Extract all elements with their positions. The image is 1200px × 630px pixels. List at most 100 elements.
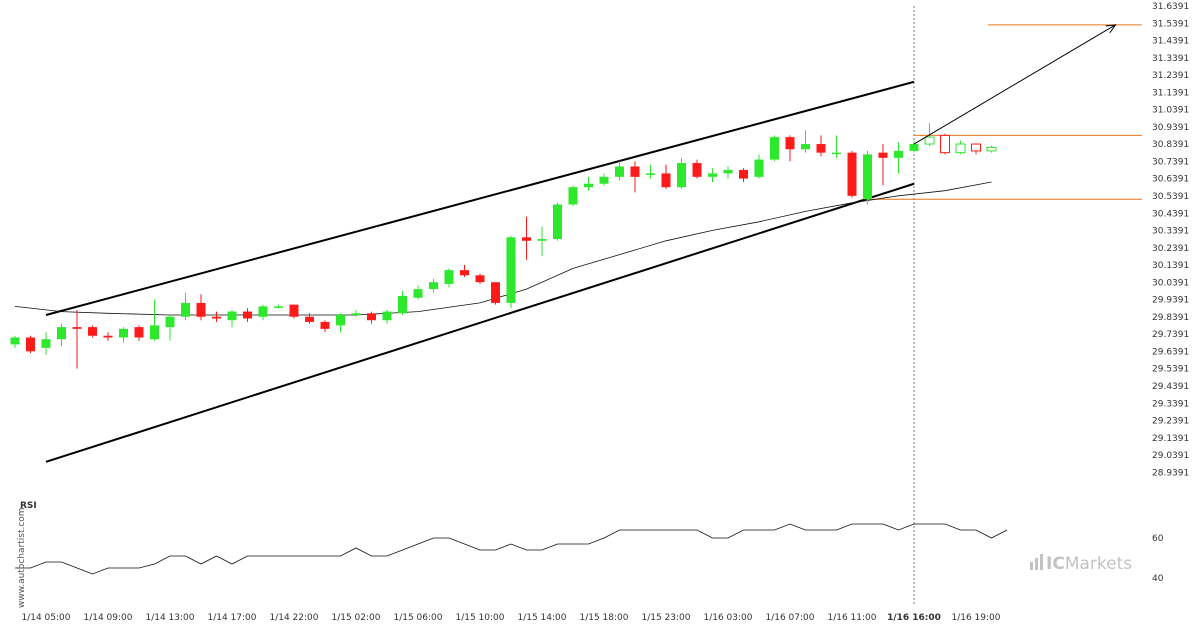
- candle-body: [801, 144, 810, 150]
- candle-body: [258, 306, 268, 317]
- candle-body: [429, 282, 438, 290]
- candle-body: [723, 169, 733, 174]
- candle: [491, 282, 500, 305]
- candle-body: [553, 204, 562, 240]
- candle-body: [367, 313, 376, 321]
- candle: [955, 140, 966, 155]
- candle: [72, 309, 82, 369]
- candle-body: [444, 270, 454, 284]
- rsi-tick-label: 40: [1152, 574, 1164, 584]
- candle: [26, 335, 35, 354]
- price-tick-label: 29.8391: [1152, 313, 1189, 323]
- price-tick-label: 29.7391: [1152, 330, 1189, 340]
- price-tick-label: 29.2391: [1152, 417, 1189, 427]
- time-tick-label: 1/15 18:00: [579, 613, 628, 623]
- candle-body: [739, 169, 748, 179]
- candle-body: [150, 325, 159, 340]
- price-tick-label: 30.2391: [1152, 244, 1189, 254]
- candle: [646, 164, 655, 179]
- candle: [305, 313, 314, 324]
- candle: [971, 143, 981, 155]
- candle: [878, 144, 888, 186]
- candle: [134, 325, 144, 341]
- price-tick-label: 28.9391: [1152, 468, 1189, 478]
- candle-body: [26, 337, 35, 352]
- candle-body: [878, 152, 888, 158]
- time-tick-label: 1/15 02:00: [331, 613, 380, 623]
- candle: [506, 235, 516, 309]
- candle-body: [181, 302, 190, 317]
- candle: [258, 304, 268, 321]
- candle: [429, 278, 438, 293]
- key-levels: [867, 24, 1142, 200]
- candle: [413, 285, 423, 300]
- candle-body: [615, 166, 624, 177]
- time-tick-label: 1/16 19:00: [951, 613, 1000, 623]
- candle-body: [103, 335, 113, 338]
- brand-markets: Markets: [1065, 554, 1132, 574]
- price-tick-label: 29.9391: [1152, 296, 1189, 306]
- candle: [475, 273, 485, 284]
- candle: [770, 135, 779, 162]
- candle: [336, 313, 345, 333]
- candle: [444, 268, 454, 288]
- candle: [382, 309, 392, 324]
- candle: [986, 145, 997, 153]
- price-tick-label: 29.1391: [1152, 434, 1189, 444]
- price-tick-label: 30.7391: [1152, 157, 1189, 167]
- candle: [57, 323, 66, 347]
- candle-body: [506, 237, 516, 303]
- candle: [847, 150, 857, 198]
- price-tick-label: 29.3391: [1152, 399, 1189, 409]
- candle-body: [57, 327, 66, 340]
- candle: [10, 335, 20, 348]
- price-tick-label: 30.6391: [1152, 175, 1189, 185]
- candle-body: [986, 146, 997, 152]
- channel-upper-line: [45, 80, 915, 316]
- trend-channel: [45, 80, 915, 463]
- candle-body: [289, 304, 299, 317]
- candle-body: [894, 150, 903, 158]
- candle-body: [398, 296, 407, 314]
- forecast-arrow: [913, 24, 1117, 145]
- candle-body: [816, 144, 826, 153]
- candle-body: [382, 311, 392, 321]
- candle-body: [584, 183, 593, 188]
- candle: [615, 161, 624, 181]
- candle: [785, 135, 795, 162]
- price-tick-label: 30.5391: [1152, 192, 1189, 202]
- candle-body: [134, 327, 144, 338]
- candle: [196, 294, 206, 321]
- candle-body: [909, 144, 919, 151]
- candle: [351, 309, 361, 317]
- candle: [832, 135, 841, 158]
- time-tick-label: 1/14 09:00: [83, 613, 132, 623]
- rsi-line: [15, 523, 1008, 575]
- candle-body: [119, 328, 128, 338]
- candle-body: [863, 154, 872, 200]
- price-tick-label: 30.0391: [1152, 278, 1189, 288]
- candle: [119, 327, 128, 343]
- candle-body: [88, 327, 97, 336]
- candle: [863, 150, 872, 205]
- time-tick-label: 1/14 13:00: [145, 613, 194, 623]
- candle-body: [522, 237, 531, 241]
- candle: [940, 133, 950, 155]
- time-tick-label: 1/15 23:00: [641, 613, 690, 623]
- price-tick-label: 30.3391: [1152, 227, 1189, 237]
- candle-body: [212, 316, 221, 319]
- candle-body: [754, 159, 764, 177]
- candle-body: [661, 173, 671, 188]
- price-tick-label: 30.9391: [1152, 123, 1189, 133]
- forecast-arrow-line: [913, 24, 1116, 145]
- candle: [165, 315, 175, 341]
- candle-body: [41, 339, 51, 348]
- candle: [367, 311, 376, 324]
- price-tick-label: 31.2391: [1152, 71, 1189, 81]
- candle: [289, 304, 299, 319]
- candle: [909, 140, 919, 153]
- candle-body: [460, 270, 469, 276]
- candle: [522, 216, 531, 260]
- candle: [212, 311, 221, 322]
- candle-body: [692, 163, 702, 177]
